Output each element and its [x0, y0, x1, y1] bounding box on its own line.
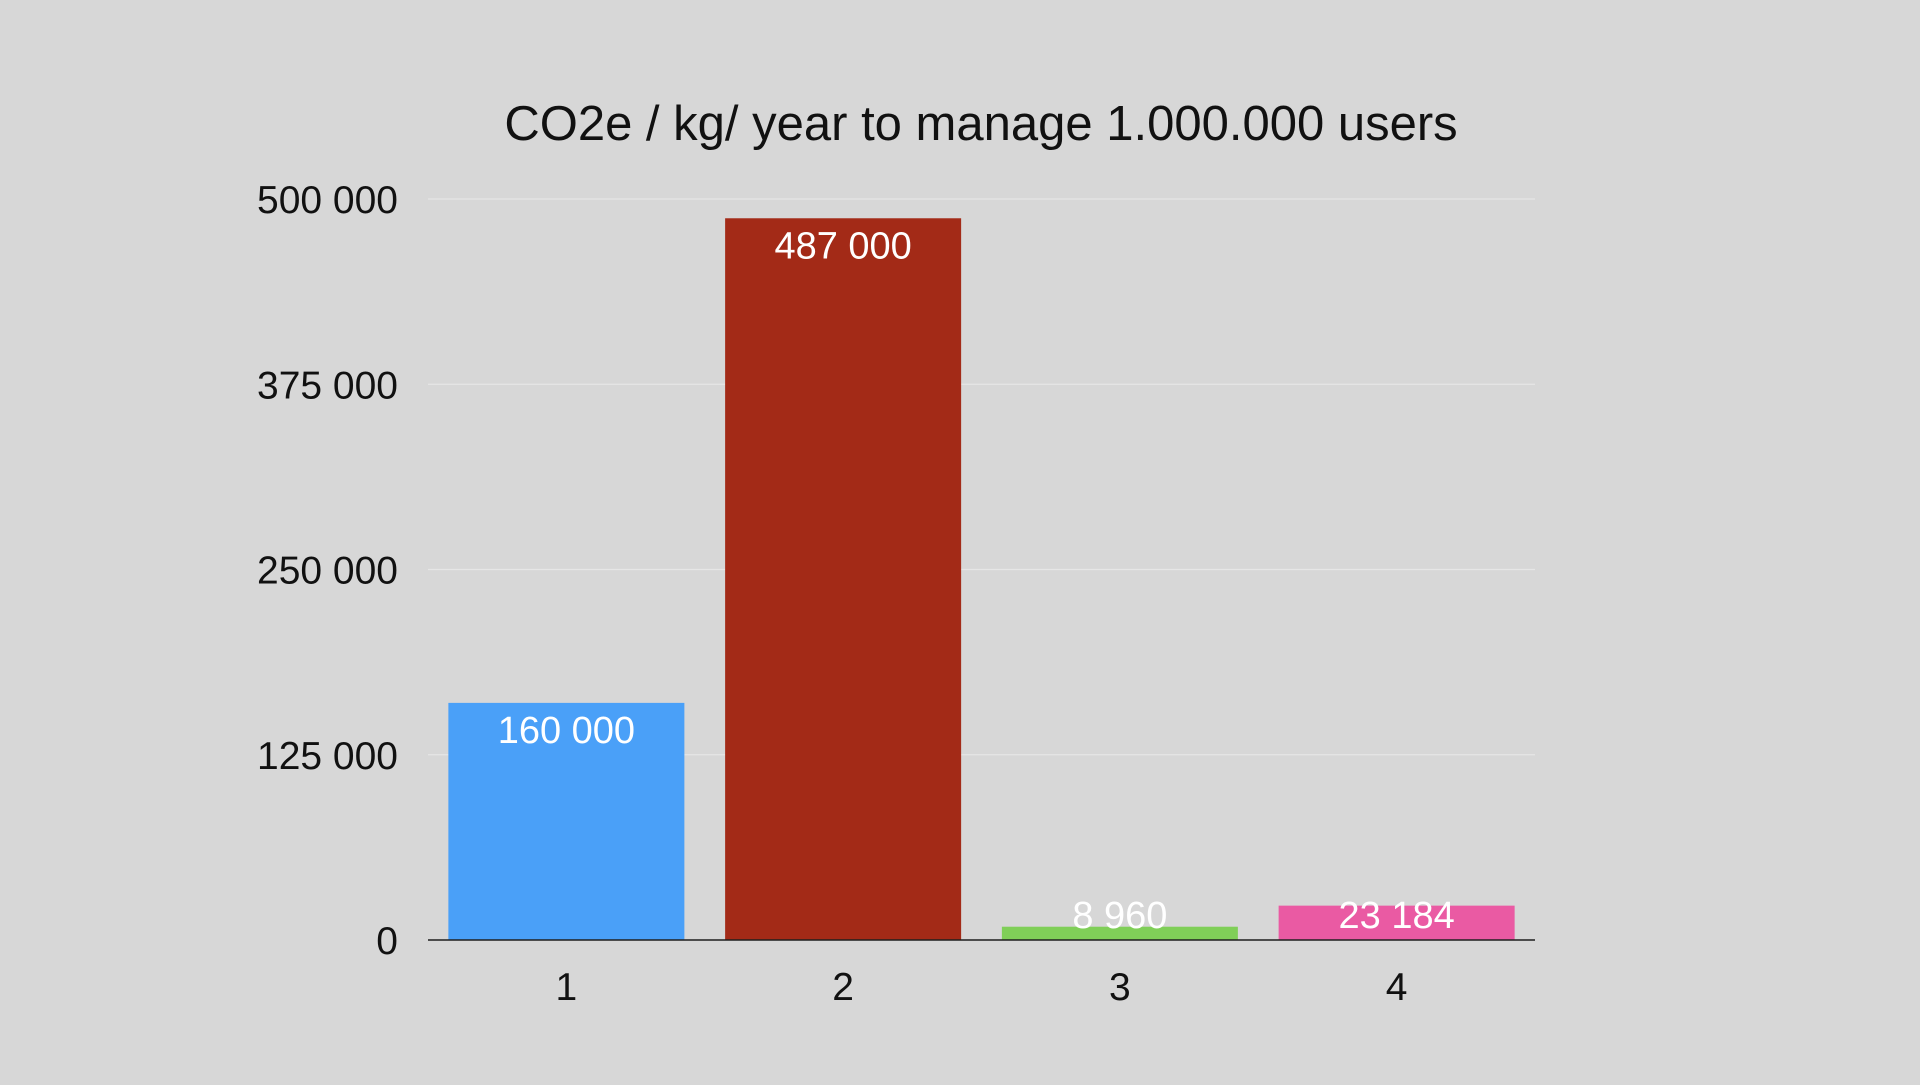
data-label-1: 160 000	[498, 710, 635, 752]
y-tick-label: 0	[376, 920, 398, 963]
x-tick-label: 1	[556, 966, 578, 1009]
y-tick-label: 250 000	[257, 550, 398, 593]
x-tick-label: 4	[1386, 966, 1408, 1009]
y-tick-label: 375 000	[257, 364, 398, 407]
bar-1	[448, 702, 685, 940]
y-tick-label: 125 000	[257, 735, 398, 778]
y-axis-ticks: 0 125 000 250 000 375 000 500 000	[257, 179, 398, 963]
bar-3	[1001, 926, 1238, 940]
x-tick-label: 3	[1109, 966, 1131, 1009]
x-tick-label: 2	[832, 966, 854, 1009]
bar-2	[725, 218, 962, 941]
chart-title: CO2e / kg/ year to manage 1.000.000 user…	[504, 97, 1457, 151]
data-label-2: 487 000	[774, 225, 911, 267]
data-label-3: 8 960	[1072, 895, 1167, 937]
x-axis-ticks: 1 2 3 4	[556, 966, 1408, 1009]
bar-4	[1278, 905, 1515, 940]
y-tick-label: 500 000	[257, 179, 398, 222]
bars	[448, 218, 1515, 941]
data-label-4: 23 184	[1339, 895, 1455, 937]
data-labels: 160 000 487 000 8 960 23 184	[498, 225, 1455, 937]
